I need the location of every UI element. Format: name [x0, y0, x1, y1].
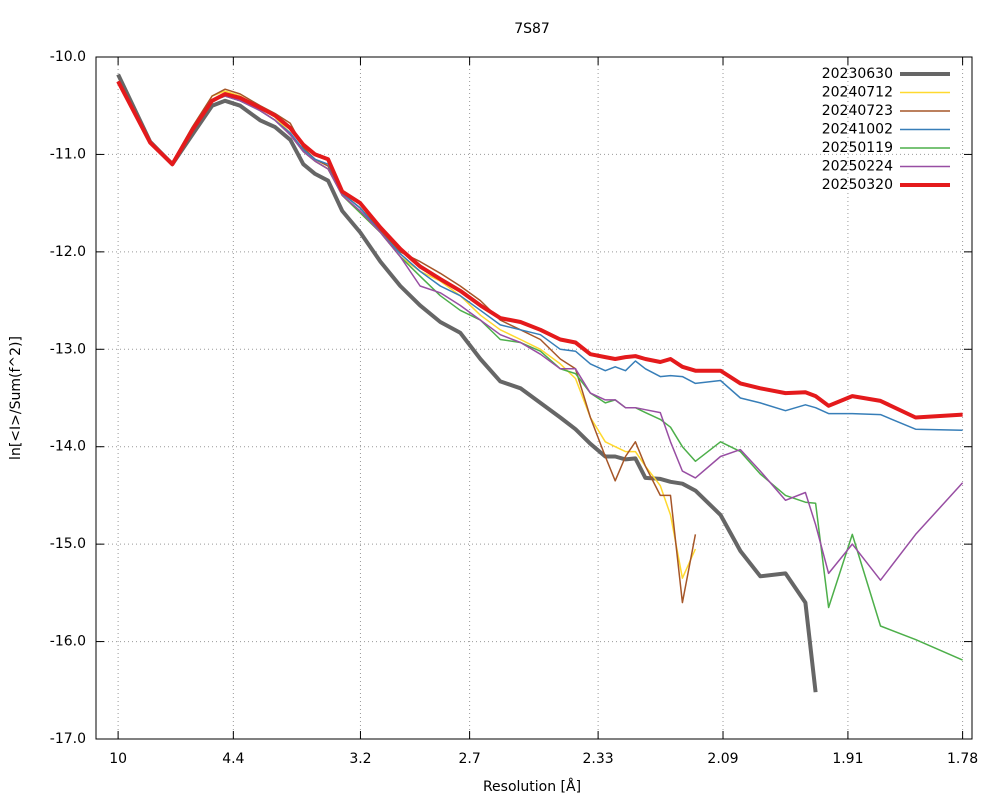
y-tick-label: -12.0: [50, 244, 86, 260]
legend-label: 20250224: [822, 159, 893, 175]
x-tick-label: 4.4: [222, 751, 244, 767]
legend-label: 20250320: [822, 177, 893, 193]
x-tick-label: 3.2: [349, 751, 371, 767]
y-tick-label: -15.0: [50, 536, 86, 552]
series-line: [117, 81, 964, 581]
legend-label: 20240723: [822, 103, 893, 119]
y-tick-label: -14.0: [50, 439, 86, 455]
legend-label: 20250119: [822, 140, 893, 156]
x-tick-label: 2.7: [458, 751, 480, 767]
legend-label: 20241002: [822, 122, 893, 138]
legend-label: 20230630: [822, 66, 893, 82]
y-axis-label: ln[<I>/Sum(f^2)]: [8, 336, 24, 460]
plot-frame: [95, 56, 973, 740]
x-axis-label: Resolution [Å]: [483, 778, 581, 795]
y-tick-label: -16.0: [50, 634, 86, 650]
y-tick-label: -11.0: [50, 146, 86, 162]
x-tick-label: 1.78: [947, 751, 978, 767]
chart-title: 7S87: [514, 21, 550, 37]
legend-label: 20240712: [822, 85, 893, 101]
x-tick-label: 2.09: [707, 751, 738, 767]
x-tick-label: 2.33: [583, 751, 614, 767]
x-tick-label: 1.91: [832, 751, 863, 767]
series-line: [117, 81, 697, 579]
y-tick-label: -13.0: [50, 341, 86, 357]
series-line: [116, 80, 963, 420]
y-tick-label: -10.0: [50, 49, 86, 65]
series-line: [116, 73, 818, 693]
x-tick-label: 10: [109, 751, 127, 767]
series-line: [117, 81, 697, 604]
y-tick-label: -17.0: [50, 731, 86, 747]
